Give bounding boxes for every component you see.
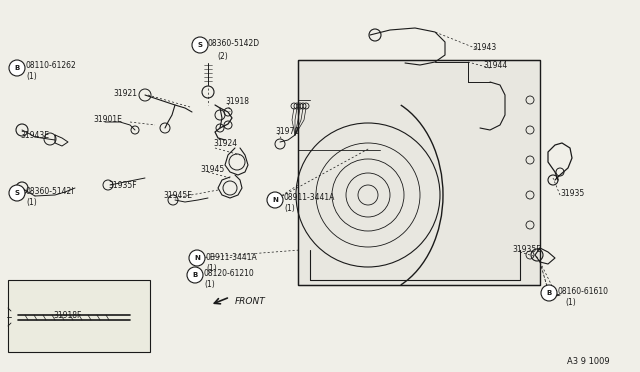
Text: (2): (2) — [217, 52, 228, 61]
Circle shape — [11, 310, 25, 324]
Text: B: B — [14, 65, 20, 71]
Text: 0B911-3441A: 0B911-3441A — [206, 253, 258, 262]
Text: B: B — [547, 290, 552, 296]
Circle shape — [9, 60, 25, 76]
Bar — [8, 280, 150, 352]
Text: N: N — [272, 197, 278, 203]
Text: 31935F: 31935F — [108, 182, 136, 190]
Text: 31943E: 31943E — [20, 131, 49, 140]
Text: 08110-61262: 08110-61262 — [26, 61, 77, 71]
Text: 08160-61610: 08160-61610 — [557, 286, 608, 295]
Text: 31921: 31921 — [113, 89, 137, 97]
Text: N: N — [194, 255, 200, 261]
Text: FRONT: FRONT — [235, 298, 266, 307]
Text: (1): (1) — [284, 203, 295, 212]
Text: (1): (1) — [26, 198, 36, 206]
Text: 31918F: 31918F — [53, 311, 81, 321]
Text: 31901E: 31901E — [93, 115, 122, 125]
Circle shape — [9, 185, 25, 201]
Text: 31918: 31918 — [225, 96, 249, 106]
Circle shape — [192, 37, 208, 53]
Text: 31935E: 31935E — [512, 246, 541, 254]
Circle shape — [541, 285, 557, 301]
Text: 08360-5142I: 08360-5142I — [26, 186, 74, 196]
FancyBboxPatch shape — [298, 60, 540, 285]
Text: 08911-3441A: 08911-3441A — [284, 193, 335, 202]
Text: 31924: 31924 — [213, 138, 237, 148]
Text: (1): (1) — [206, 263, 217, 273]
Text: B: B — [193, 272, 198, 278]
Text: 08360-5142D: 08360-5142D — [208, 38, 260, 48]
Circle shape — [189, 250, 205, 266]
Circle shape — [267, 192, 283, 208]
Circle shape — [187, 267, 203, 283]
Text: (1): (1) — [565, 298, 576, 307]
Text: (1): (1) — [204, 279, 215, 289]
Text: (1): (1) — [26, 73, 36, 81]
Text: 31943: 31943 — [472, 44, 496, 52]
Text: S: S — [15, 190, 19, 196]
Text: 31970: 31970 — [275, 126, 300, 135]
Text: S: S — [198, 42, 202, 48]
Text: 08120-61210: 08120-61210 — [204, 269, 255, 278]
Text: 31945E: 31945E — [163, 192, 192, 201]
Circle shape — [126, 311, 138, 323]
Text: 31935: 31935 — [560, 189, 584, 198]
Text: A3 9 1009: A3 9 1009 — [568, 357, 610, 366]
Text: 31945: 31945 — [200, 166, 224, 174]
Text: 31944: 31944 — [483, 61, 508, 71]
